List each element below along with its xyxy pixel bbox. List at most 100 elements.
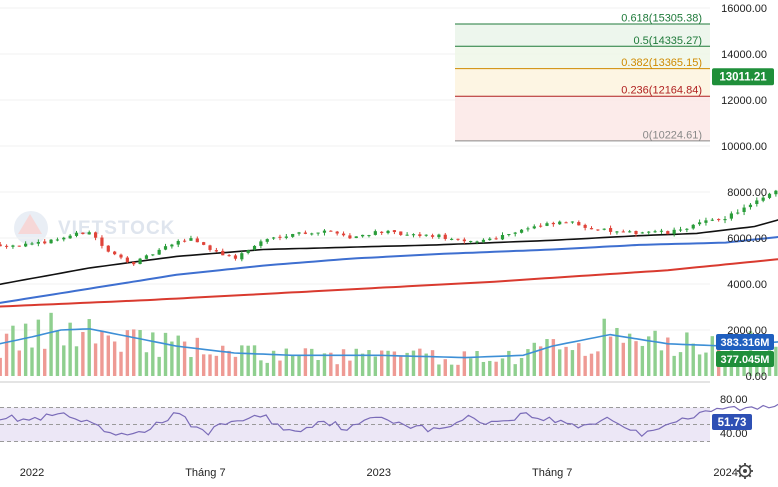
volume-bar xyxy=(87,319,91,376)
fib-level-label: 0.618(15305.38) xyxy=(621,12,702,24)
volume-bar xyxy=(176,335,180,376)
price-tick-label: 14000.00 xyxy=(721,49,767,61)
candle-body xyxy=(291,234,295,237)
volume-bar xyxy=(329,352,333,376)
candle-body xyxy=(551,222,555,225)
volume-bar xyxy=(640,345,645,376)
last-price-badge: 13011.21 xyxy=(712,68,774,86)
candle-body xyxy=(418,234,422,237)
volume-value: 377.045M xyxy=(721,354,770,366)
volume-bar xyxy=(653,330,657,376)
candle-body xyxy=(11,245,15,247)
volume-bar xyxy=(666,337,670,376)
candle-body xyxy=(170,244,174,247)
candle-body xyxy=(252,245,257,250)
candle-body xyxy=(100,237,104,246)
candle-body xyxy=(742,207,746,213)
fib-zone xyxy=(455,23,710,47)
fibonacci-retracement[interactable]: 0.618(15305.38) 0.5(14335.27) 0.382(13365.… xyxy=(455,12,710,142)
candle-body xyxy=(36,242,40,244)
candle-body xyxy=(456,238,460,240)
candle-body xyxy=(500,235,505,240)
price-axis: 16000.00 14000.00 12000.00 10000.00 8000.00 6… xyxy=(721,3,767,383)
candle-body xyxy=(558,221,562,225)
volume-bar xyxy=(507,350,511,376)
candle-body xyxy=(634,230,638,235)
candle-body xyxy=(405,234,409,236)
volume-bar xyxy=(17,350,21,376)
candle-body xyxy=(106,245,110,252)
candle-body xyxy=(119,254,123,258)
candle-body xyxy=(729,213,733,219)
candle-body xyxy=(519,229,524,233)
volume-bar xyxy=(354,348,358,376)
candle-body xyxy=(430,235,435,237)
candle-body xyxy=(621,231,625,233)
candle-body xyxy=(475,241,479,243)
price-tick-label: 0.00 xyxy=(746,371,767,383)
volume-bar xyxy=(316,360,320,376)
volume-bar xyxy=(106,335,110,376)
candle-body xyxy=(697,222,702,225)
candle-body xyxy=(443,234,447,239)
candle-body xyxy=(221,250,225,256)
time-tick-label: Tháng 7 xyxy=(532,467,572,479)
candle-body xyxy=(691,224,695,229)
volume-bar xyxy=(23,323,28,376)
gear-icon[interactable] xyxy=(737,463,753,479)
candle-body xyxy=(545,223,549,226)
candle-body xyxy=(717,219,721,221)
candle-body xyxy=(513,232,517,234)
volume-bar xyxy=(227,350,231,376)
candle-body xyxy=(246,250,250,254)
watermark-logo-arrow xyxy=(18,214,42,234)
candle-body xyxy=(399,231,403,235)
volume-bar xyxy=(647,336,651,376)
volume-bar xyxy=(532,342,536,376)
volume-bar xyxy=(214,355,219,376)
candle-body xyxy=(685,228,689,230)
price-tick-label: 16000.00 xyxy=(721,3,767,15)
volume-bar xyxy=(81,331,85,376)
volume-bar xyxy=(615,327,619,376)
volume-bar xyxy=(418,348,422,376)
candle-body xyxy=(0,244,2,247)
fib-zone xyxy=(455,68,710,97)
volume-bar xyxy=(290,354,295,376)
volume-bar xyxy=(589,353,594,376)
candle-body xyxy=(608,228,613,232)
volume-bar xyxy=(519,358,524,376)
volume-bar xyxy=(68,322,72,376)
rsi-value: 51.73 xyxy=(718,417,747,429)
candle-body xyxy=(653,231,657,233)
volume-bar xyxy=(437,364,441,376)
volume-bar xyxy=(405,352,409,376)
volume-bar xyxy=(49,312,53,376)
candle-body xyxy=(297,232,301,234)
candle-body xyxy=(596,229,600,231)
volume-bar xyxy=(151,332,155,376)
candle-body xyxy=(469,241,473,243)
fib-level-label: 0.5(14335.27) xyxy=(634,35,703,47)
candle-body xyxy=(367,235,371,237)
volume-bar xyxy=(386,350,390,376)
volume-bar xyxy=(157,356,161,376)
volume-bar xyxy=(500,358,505,376)
candle-body xyxy=(481,239,486,242)
candle-body xyxy=(74,232,79,236)
volume-bar xyxy=(672,355,676,376)
price-candles xyxy=(0,189,778,266)
candle-body xyxy=(589,228,594,230)
volume-bar xyxy=(119,351,123,376)
candle-body xyxy=(335,231,339,234)
volume-bar xyxy=(55,330,60,376)
candle-body xyxy=(259,241,263,246)
last-price-badge-bg xyxy=(712,68,774,86)
volume-bar xyxy=(221,345,225,376)
candle-body xyxy=(195,238,199,243)
volume-bar xyxy=(4,333,9,376)
volume-bar xyxy=(132,329,136,376)
